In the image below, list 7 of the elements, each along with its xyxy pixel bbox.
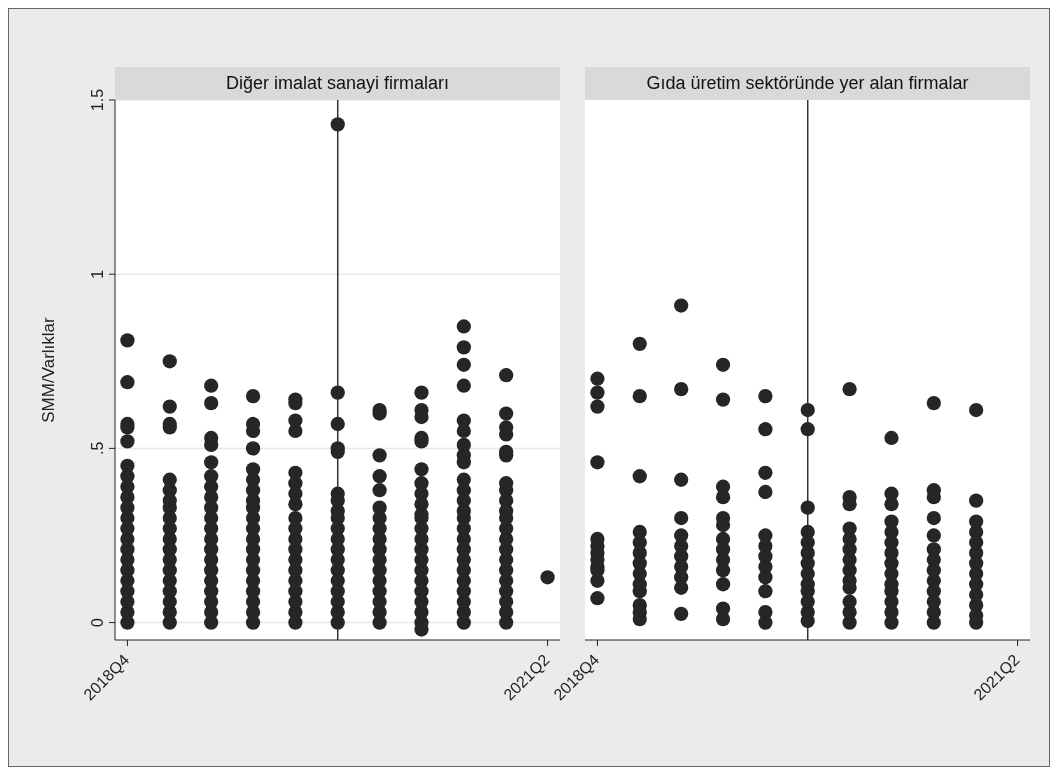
chart-title: Gıda üretim sektöründe yer alan firmalar: [585, 67, 1030, 100]
y-tick-label: 1.5: [89, 88, 106, 112]
y-tick-label: 0: [89, 618, 106, 628]
y-tick-label: 1: [89, 269, 106, 279]
y-axis-title: SMM/Varlıklar: [39, 316, 59, 423]
chart-title: Diğer imalat sanayi firmaları: [115, 67, 560, 100]
y-tick-label: .5: [89, 441, 106, 456]
